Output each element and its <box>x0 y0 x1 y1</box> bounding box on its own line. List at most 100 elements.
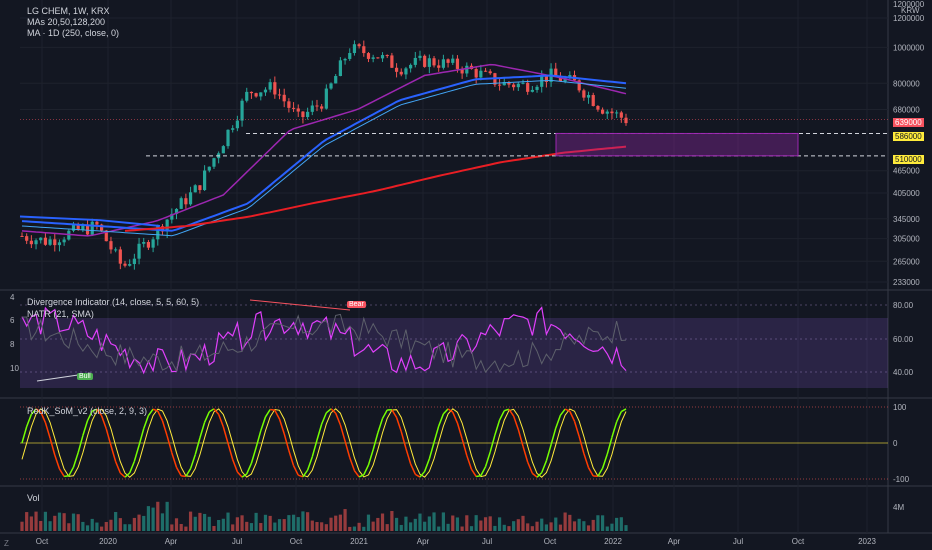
support-zone[interactable] <box>555 132 799 157</box>
candle-body <box>404 68 408 75</box>
candle-body <box>25 236 29 241</box>
candle-body <box>554 68 558 77</box>
volume-bar <box>338 514 342 531</box>
level-2-tag: 510000 <box>893 155 924 164</box>
candle-body <box>563 78 567 82</box>
volume-bar <box>334 515 338 531</box>
som-line-segment <box>484 451 491 467</box>
volume-bar <box>385 524 389 531</box>
som-line-segment <box>143 415 150 429</box>
candle-body <box>479 70 483 78</box>
som-line-segment <box>611 421 618 438</box>
div-left-tick: 6 <box>10 316 15 325</box>
candle-body <box>76 224 80 230</box>
som-line-segment <box>316 423 323 441</box>
volume-bar <box>572 521 577 531</box>
price-pane[interactable] <box>19 40 888 270</box>
som-line-segment <box>274 409 281 420</box>
som-line-segment <box>395 417 402 432</box>
time-tick: Oct <box>36 537 49 546</box>
volume-bar <box>362 526 366 531</box>
som-line-segment <box>44 422 51 439</box>
candle-body <box>254 93 258 97</box>
candle-body <box>57 242 62 246</box>
candle-body <box>610 111 614 114</box>
volume-bar <box>259 523 263 531</box>
candle-body <box>156 226 160 240</box>
candle-body <box>619 112 623 118</box>
som-line-segment <box>72 452 79 468</box>
volume-bar <box>427 516 431 531</box>
time-tick: Jul <box>733 537 743 546</box>
candle-body <box>376 57 380 59</box>
corner-z[interactable]: Z <box>4 539 9 548</box>
volume-bar <box>394 517 399 531</box>
volume-bar <box>451 515 455 531</box>
som-tick: 0 <box>893 439 898 448</box>
som-legend: RedK_SoM_v2 (close, 2, 9, 3) <box>27 406 148 416</box>
volume-bar <box>142 515 146 531</box>
candle-body <box>512 84 516 88</box>
volume-bar <box>193 516 197 531</box>
volume-bar <box>563 512 567 531</box>
som-line-segment <box>320 412 328 425</box>
som-line-segment <box>353 470 360 478</box>
volume-bar <box>497 517 502 531</box>
volume-bar <box>409 522 413 531</box>
som-tick: 100 <box>893 403 907 412</box>
som-pane[interactable] <box>20 406 888 480</box>
candle-body <box>151 239 155 248</box>
som-line-segment <box>494 419 501 436</box>
som-line-segment <box>138 428 145 446</box>
time-tick: 2022 <box>604 537 622 546</box>
volume-bar <box>198 512 202 531</box>
som-line-segment <box>480 466 487 476</box>
volume-bar <box>306 512 310 531</box>
som-line-segment <box>40 411 47 423</box>
candle-body <box>39 237 43 241</box>
volume-bar <box>469 526 474 531</box>
level-1-tag: 586000 <box>893 132 924 141</box>
som-line-segment <box>288 450 295 466</box>
candle-body <box>348 53 352 59</box>
volume-bar <box>376 517 380 531</box>
volume-bar <box>380 513 385 531</box>
volume-bar <box>432 512 436 531</box>
div-left-tick: 8 <box>10 340 15 349</box>
volume-bar <box>577 518 581 531</box>
volume-bar <box>156 501 160 531</box>
som-line-segment <box>231 459 239 473</box>
volume-bar <box>85 525 90 531</box>
som-line-segment <box>344 440 351 458</box>
volume-pane[interactable] <box>20 501 628 531</box>
volume-bar <box>71 513 76 531</box>
div-right-tick: 80.00 <box>893 301 914 310</box>
som-line-segment <box>391 409 398 418</box>
candle-body <box>245 91 249 101</box>
som-line-segment <box>536 472 543 478</box>
candle-body <box>474 69 478 78</box>
candle-body <box>184 198 188 205</box>
time-tick: Apr <box>165 537 178 546</box>
som-line-segment <box>545 444 552 462</box>
som-line-segment <box>246 462 253 475</box>
candle-body <box>390 55 394 68</box>
som-line-segment <box>133 445 140 462</box>
candle-body <box>179 198 183 209</box>
divergence-pane[interactable] <box>20 299 888 388</box>
volume-bar <box>20 521 24 531</box>
natr-line <box>21 313 627 374</box>
time-tick: Oct <box>792 537 805 546</box>
candle-body <box>357 44 361 47</box>
volume-bar <box>535 521 539 531</box>
volume-bar <box>132 517 136 531</box>
time-tick: 2020 <box>99 537 117 546</box>
som-line-segment <box>367 449 374 466</box>
candle-body <box>277 94 282 96</box>
som-line-segment <box>54 454 61 470</box>
volume-bar <box>493 525 497 531</box>
ma-200-line <box>19 215 161 227</box>
volume-bar <box>34 511 38 531</box>
som-line-segment <box>236 471 243 478</box>
